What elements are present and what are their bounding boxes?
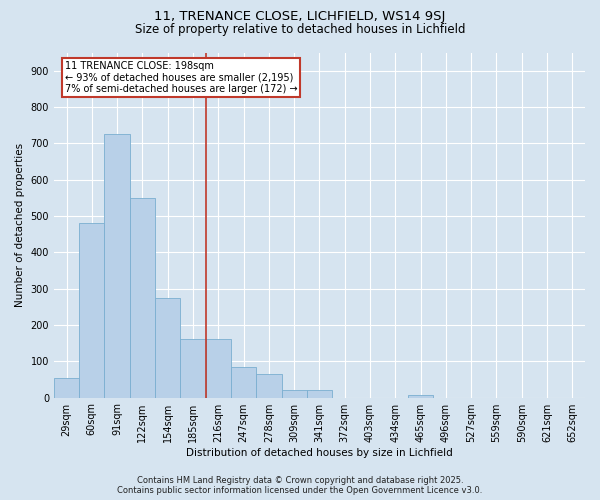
Bar: [231, 366, 256, 398]
Bar: [307, 390, 332, 398]
Y-axis label: Number of detached properties: Number of detached properties: [15, 143, 25, 307]
Text: Contains HM Land Registry data © Crown copyright and database right 2025.
Contai: Contains HM Land Registry data © Crown c…: [118, 476, 482, 495]
Text: Size of property relative to detached houses in Lichfield: Size of property relative to detached ho…: [135, 22, 465, 36]
Text: 11, TRENANCE CLOSE, LICHFIELD, WS14 9SJ: 11, TRENANCE CLOSE, LICHFIELD, WS14 9SJ: [154, 10, 446, 23]
Bar: [104, 134, 130, 398]
Bar: [155, 298, 181, 398]
Bar: [256, 374, 281, 398]
Bar: [281, 390, 307, 398]
Text: 11 TRENANCE CLOSE: 198sqm
← 93% of detached houses are smaller (2,195)
7% of sem: 11 TRENANCE CLOSE: 198sqm ← 93% of detac…: [65, 61, 297, 94]
Bar: [181, 340, 206, 398]
Bar: [79, 223, 104, 398]
Bar: [408, 394, 433, 398]
Bar: [130, 198, 155, 398]
X-axis label: Distribution of detached houses by size in Lichfield: Distribution of detached houses by size …: [186, 448, 453, 458]
Bar: [54, 378, 79, 398]
Bar: [206, 340, 231, 398]
